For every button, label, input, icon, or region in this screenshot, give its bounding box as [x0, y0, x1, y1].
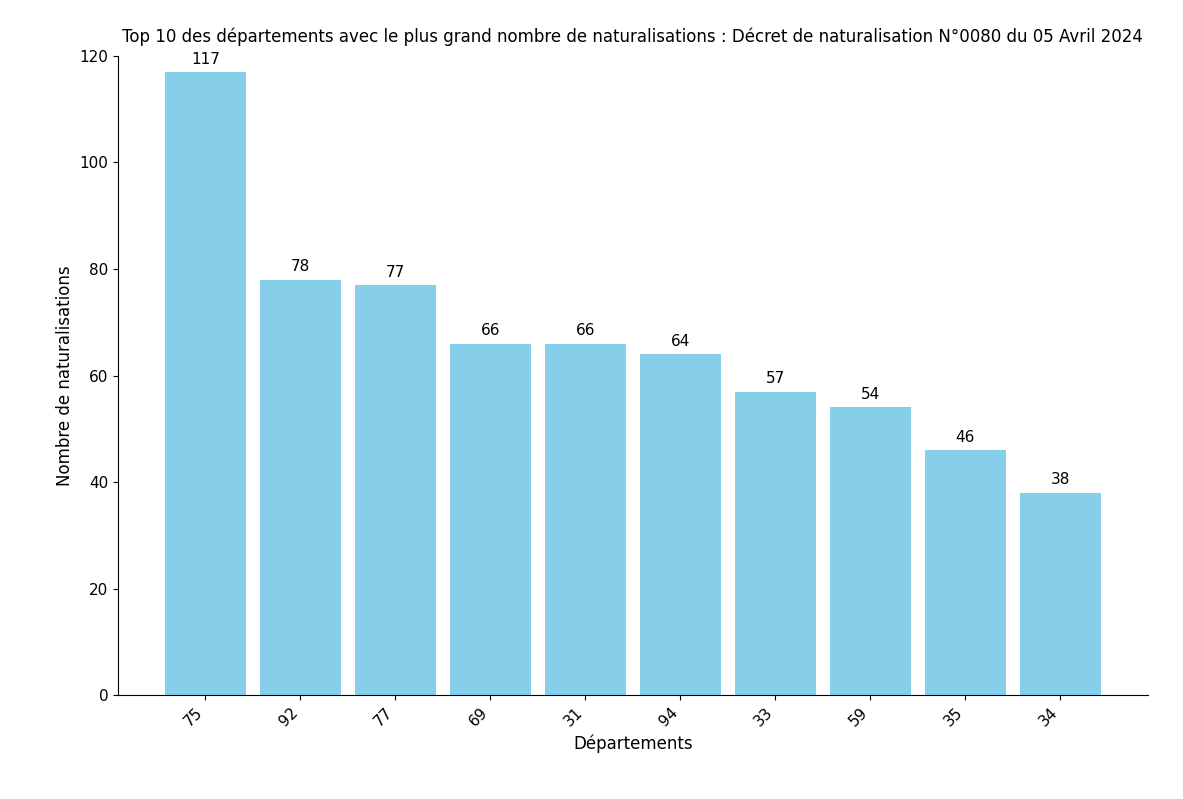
Text: 117: 117 — [190, 52, 220, 66]
Text: 46: 46 — [956, 430, 975, 445]
Text: 66: 66 — [480, 324, 500, 338]
Bar — [260, 280, 341, 695]
Bar — [1020, 493, 1100, 695]
Bar — [735, 392, 816, 695]
Title: Top 10 des départements avec le plus grand nombre de naturalisations : Décret de: Top 10 des départements avec le plus gra… — [123, 27, 1143, 46]
Bar — [166, 72, 246, 695]
Text: 38: 38 — [1051, 472, 1071, 487]
Bar — [545, 344, 626, 695]
X-axis label: Départements: Départements — [573, 735, 693, 753]
Bar — [450, 344, 531, 695]
Y-axis label: Nombre de naturalisations: Nombre de naturalisations — [56, 265, 75, 486]
Text: 78: 78 — [291, 260, 310, 274]
Bar — [640, 354, 720, 695]
Text: 66: 66 — [576, 324, 595, 338]
Bar — [925, 450, 1006, 695]
Bar — [830, 407, 911, 695]
Text: 57: 57 — [765, 372, 786, 386]
Text: 77: 77 — [386, 264, 405, 280]
Text: 54: 54 — [861, 388, 880, 402]
Bar — [355, 285, 435, 695]
Text: 64: 64 — [671, 334, 690, 349]
